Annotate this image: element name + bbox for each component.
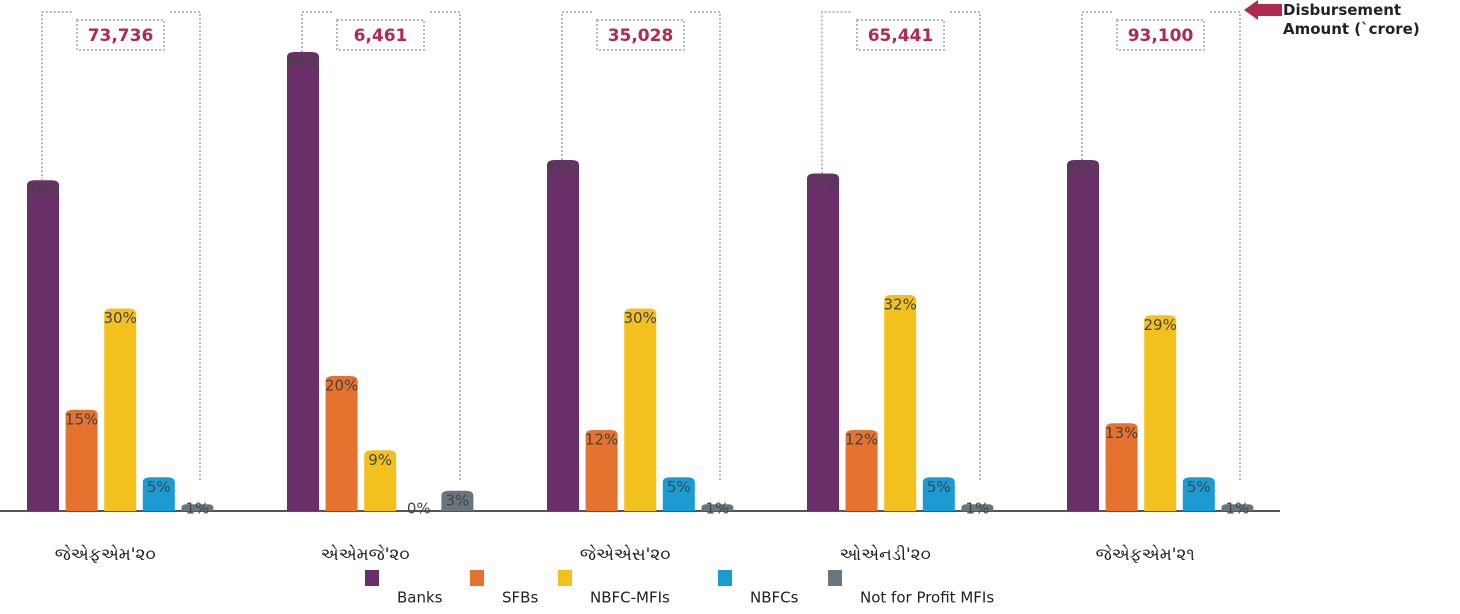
legend-label: NBFCs xyxy=(750,589,799,607)
value-label: 1% xyxy=(1226,500,1250,518)
value-label: 12% xyxy=(585,431,618,449)
bar xyxy=(807,173,839,511)
amount-box xyxy=(336,19,425,51)
legend-label: SFBs xyxy=(502,589,538,607)
value-label: 1% xyxy=(186,500,210,518)
bar xyxy=(1144,315,1177,511)
legend-label: NBFC-MFIs xyxy=(590,589,670,607)
value-label: 20% xyxy=(325,377,358,395)
value-label: 30% xyxy=(104,309,137,327)
legend-swatch xyxy=(558,570,572,586)
amount-box xyxy=(856,19,945,51)
value-label: 68% xyxy=(286,53,319,71)
bar xyxy=(585,430,618,511)
value-label: 5% xyxy=(927,478,951,496)
note-arrow xyxy=(1244,0,1282,20)
value-label: 13% xyxy=(1105,424,1138,442)
value-label: 5% xyxy=(147,478,171,496)
legend-swatch xyxy=(365,570,379,586)
x-tick-label: જેએએસ'૨૦ xyxy=(580,544,671,565)
bar xyxy=(181,504,214,511)
bar xyxy=(1182,477,1215,511)
bar xyxy=(1221,504,1254,511)
bar xyxy=(142,477,175,511)
amount-label: 65,441 xyxy=(868,26,934,46)
bar xyxy=(1067,160,1099,511)
bar xyxy=(441,490,474,511)
bracket xyxy=(41,11,201,481)
value-label: 52% xyxy=(546,161,579,179)
value-label: 1% xyxy=(706,500,730,518)
value-label: 0% xyxy=(407,500,431,518)
amount-box xyxy=(1116,19,1205,51)
x-tick-label: ઓએનડી'૨૦ xyxy=(840,544,931,565)
bar xyxy=(922,477,955,511)
bar xyxy=(961,504,994,511)
value-label: 52% xyxy=(1066,161,1099,179)
legend-label: Banks xyxy=(397,589,443,607)
bar xyxy=(65,409,98,511)
bar xyxy=(364,450,397,511)
value-label: 9% xyxy=(368,451,392,469)
amount-box xyxy=(76,19,165,51)
bar xyxy=(884,295,917,511)
amount-label: 6,461 xyxy=(354,26,408,46)
bar xyxy=(845,430,878,511)
bracket xyxy=(561,11,721,481)
bracket xyxy=(301,11,461,481)
value-label: 3% xyxy=(446,491,470,509)
value-label: 5% xyxy=(1187,478,1211,496)
x-tick-label: જેએફએમ'૨૦ xyxy=(55,544,156,565)
bar xyxy=(27,180,59,511)
bar xyxy=(1105,423,1138,511)
disbursement-note: Disbursement Amount (`crore) xyxy=(1283,1,1420,38)
amount-label: 35,028 xyxy=(608,26,674,46)
value-label: 30% xyxy=(624,309,657,327)
value-label: 29% xyxy=(1144,316,1177,334)
amount-box xyxy=(596,19,685,51)
legend-swatch xyxy=(470,570,484,586)
legend-swatch xyxy=(828,570,842,586)
bar xyxy=(624,308,657,511)
value-label: 12% xyxy=(845,431,878,449)
value-label: 50% xyxy=(806,174,839,192)
value-label: 1% xyxy=(966,500,990,518)
x-tick-label: જેએફએમ'૨૧ xyxy=(1096,544,1195,565)
legend-label: Not for Profit MFIs xyxy=(860,589,994,607)
bar xyxy=(701,504,734,511)
bar xyxy=(662,477,695,511)
legend-swatch xyxy=(718,570,732,586)
bar xyxy=(325,376,358,511)
amount-label: 73,736 xyxy=(88,26,154,46)
amount-label: 93,100 xyxy=(1128,26,1194,46)
x-tick-label: એએમજે'૨૦ xyxy=(321,544,410,565)
value-label: 32% xyxy=(884,296,917,314)
bracket xyxy=(821,11,981,481)
value-label: 49% xyxy=(26,181,59,199)
bar xyxy=(104,308,137,511)
bar xyxy=(547,160,579,511)
value-label: 15% xyxy=(65,410,98,428)
bracket xyxy=(1081,11,1241,481)
value-label: 5% xyxy=(667,478,691,496)
bar xyxy=(287,52,319,511)
